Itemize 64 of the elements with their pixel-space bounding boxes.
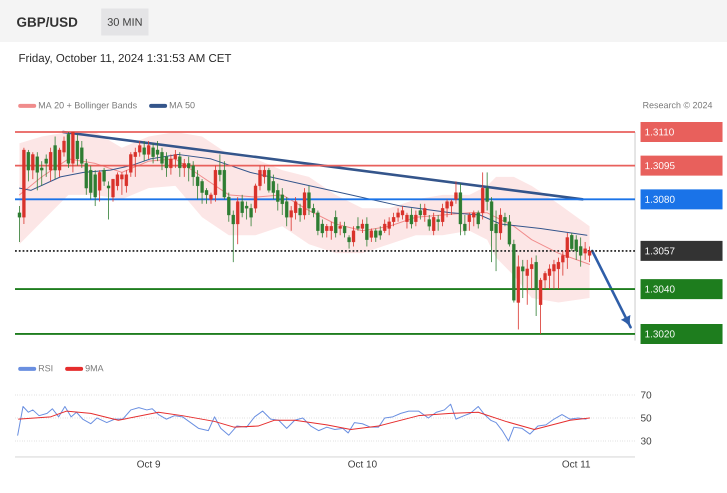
line-series [18,154,588,236]
legend-label: MA 20 + Bollinger Bands [38,102,137,110]
candlestick [31,152,34,180]
text: Research © 2024 [643,102,712,108]
candlestick [454,180,458,204]
y-tick-label: 1.3110 [645,128,674,136]
chart-title: GBP/USD [17,16,78,27]
candlestick [98,170,102,202]
chart-subtitle: Friday, October 11, 2024 1:31:53 AM CET [19,54,232,64]
candlestick [410,208,414,229]
candlestick [142,140,146,162]
x-tick-label: Oct 11 [562,460,590,468]
candlestick [476,210,480,229]
candlestick [356,216,360,232]
candlestick [48,147,52,182]
candlestick [178,152,182,178]
candlestick [432,212,436,236]
x-tick-label: Oct 9 [137,460,160,468]
y-tick-label: 30 [640,437,652,445]
candlestick [365,216,369,247]
candlestick [294,196,298,220]
candlestick [414,210,418,227]
candlestick [146,140,150,160]
y-tick-label: 1.3095 [645,162,675,170]
legend-label: 9MA [86,365,104,372]
candlestick [418,203,422,220]
y-tick-label: 1.3040 [645,286,675,293]
y-tick-label: 1.3020 [645,330,675,338]
candlestick [298,203,302,222]
candlestick [342,221,346,238]
candlestick [521,260,524,298]
candlestick [588,246,592,263]
y-tick-label: 1.3057 [645,247,675,254]
y-tick-label: 70 [641,391,652,399]
candlestick [102,168,106,186]
candlestick [436,214,440,232]
candlestick [182,158,186,178]
candlestick [236,196,240,245]
legend-label: RSI [38,365,52,372]
candlestick [267,168,271,193]
candlestick [498,208,502,240]
candlestick [76,134,80,166]
y-tick-label: 50 [640,414,652,422]
candlestick [302,188,306,220]
candlestick [423,203,426,222]
legend-label: MA 50 [170,102,195,108]
candlestick [360,219,364,234]
candlestick [44,154,48,178]
candlestick [334,210,338,238]
candlestick [352,226,356,247]
candlestick [26,150,30,182]
candlestick [428,214,431,232]
line-series [18,410,590,430]
line-series [17,404,587,442]
candlestick [347,234,351,250]
y-tick-label: 1.3080 [645,196,675,203]
candlestick [169,154,173,176]
candlestick [370,228,373,242]
x-tick-label: Oct 10 [348,460,377,468]
candlestick [106,180,110,220]
candlestick [18,206,22,242]
text: 30 MIN [108,18,142,26]
candlestick [249,203,253,227]
candlestick [338,221,342,236]
